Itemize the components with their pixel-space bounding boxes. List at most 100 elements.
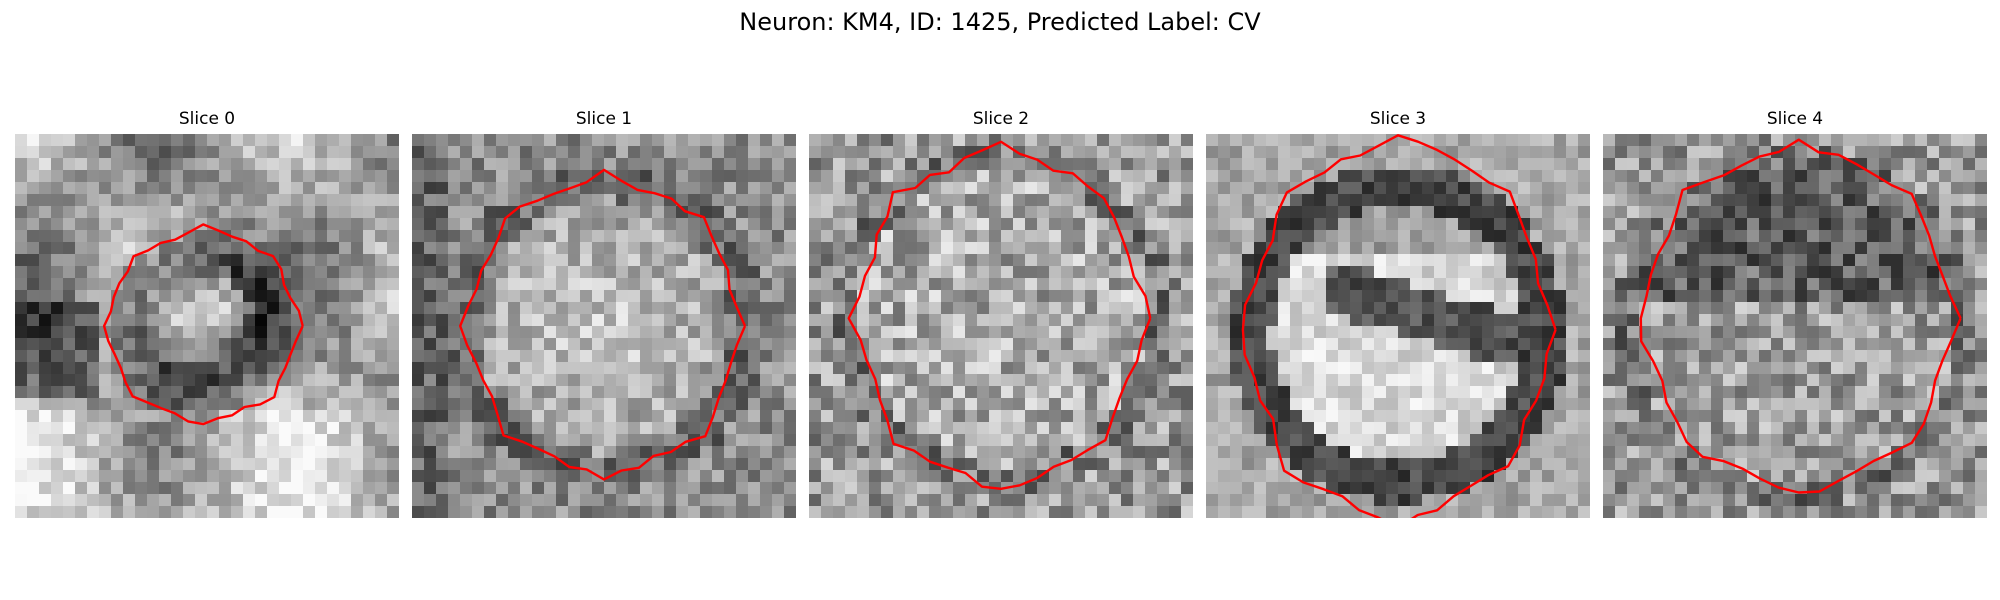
pixel-cell xyxy=(291,254,304,267)
pixel-cell xyxy=(1266,278,1279,291)
pixel-cell xyxy=(1843,338,1856,351)
pixel-cell xyxy=(1867,362,1880,375)
pixel-cell xyxy=(1061,302,1074,315)
pixel-cell xyxy=(929,218,942,231)
pixel-cell xyxy=(881,458,894,471)
pixel-cell xyxy=(1157,506,1170,518)
pixel-cell xyxy=(1783,398,1796,411)
pixel-cell xyxy=(472,242,485,255)
pixel-cell xyxy=(1314,434,1327,447)
pixel-cell xyxy=(183,278,196,291)
pixel-cell xyxy=(592,350,605,363)
pixel-cell xyxy=(941,218,954,231)
pixel-cell xyxy=(845,374,858,387)
pixel-cell xyxy=(845,482,858,495)
pixel-cell xyxy=(1206,146,1219,159)
pixel-grid-2 xyxy=(809,134,1193,518)
pixel-cell xyxy=(1951,254,1964,267)
pixel-cell xyxy=(1819,254,1832,267)
pixel-cell xyxy=(448,482,461,495)
pixel-cell xyxy=(1542,458,1555,471)
pixel-cell xyxy=(1554,158,1567,171)
pixel-cell xyxy=(1314,326,1327,339)
pixel-cell xyxy=(448,194,461,207)
pixel-cell xyxy=(1314,266,1327,279)
pixel-cell xyxy=(1097,302,1110,315)
pixel-cell xyxy=(833,470,846,483)
pixel-cell xyxy=(989,302,1002,315)
pixel-cell xyxy=(75,374,88,387)
pixel-cell xyxy=(917,374,930,387)
pixel-cell xyxy=(1049,218,1062,231)
pixel-cell xyxy=(1181,458,1193,471)
pixel-cell xyxy=(1735,146,1748,159)
pixel-cell xyxy=(676,290,689,303)
pixel-cell xyxy=(544,422,557,435)
pixel-cell xyxy=(1711,134,1724,147)
pixel-cell xyxy=(1603,266,1616,279)
pixel-cell xyxy=(1663,374,1676,387)
pixel-cell xyxy=(1242,134,1255,147)
pixel-cell xyxy=(845,134,858,147)
pixel-cell xyxy=(821,302,834,315)
pixel-cell xyxy=(568,434,581,447)
pixel-cell xyxy=(231,374,244,387)
pixel-cell xyxy=(1326,278,1339,291)
pixel-cell xyxy=(291,146,304,159)
pixel-cell xyxy=(1109,338,1122,351)
pixel-cell xyxy=(1025,386,1038,399)
pixel-cell xyxy=(1554,446,1567,459)
pixel-cell xyxy=(1458,458,1471,471)
pixel-cell xyxy=(905,362,918,375)
pixel-cell xyxy=(207,194,220,207)
pixel-cell xyxy=(1518,494,1531,507)
pixel-cell xyxy=(1230,398,1243,411)
pixel-cell xyxy=(1109,362,1122,375)
pixel-cell xyxy=(255,350,268,363)
pixel-cell xyxy=(1855,410,1868,423)
pixel-cell xyxy=(1362,254,1375,267)
pixel-cell xyxy=(1879,290,1892,303)
pixel-cell xyxy=(1206,446,1219,459)
pixel-cell xyxy=(1506,494,1519,507)
pixel-cell xyxy=(784,362,796,375)
pixel-cell xyxy=(39,482,52,495)
pixel-cell xyxy=(772,242,785,255)
pixel-cell xyxy=(833,446,846,459)
pixel-cell xyxy=(1254,326,1267,339)
pixel-cell xyxy=(917,482,930,495)
pixel-cell xyxy=(628,290,641,303)
pixel-cell xyxy=(1338,170,1351,183)
pixel-cell xyxy=(183,146,196,159)
pixel-cell xyxy=(171,494,184,507)
pixel-cell xyxy=(748,374,761,387)
pixel-cell xyxy=(712,314,725,327)
pixel-cell xyxy=(1711,362,1724,375)
pixel-cell xyxy=(75,446,88,459)
pixel-cell xyxy=(965,182,978,195)
pixel-cell xyxy=(604,410,617,423)
pixel-cell xyxy=(195,386,208,399)
pixel-cell xyxy=(748,386,761,399)
pixel-cell xyxy=(1566,434,1579,447)
pixel-cell xyxy=(857,254,870,267)
pixel-cell xyxy=(809,170,822,183)
pixel-cell xyxy=(63,386,76,399)
pixel-cell xyxy=(448,410,461,423)
pixel-cell xyxy=(1687,170,1700,183)
pixel-cell xyxy=(436,338,449,351)
pixel-cell xyxy=(1145,254,1158,267)
pixel-cell xyxy=(1458,194,1471,207)
pixel-cell xyxy=(1338,134,1351,147)
pixel-cell xyxy=(231,482,244,495)
pixel-cell xyxy=(1831,362,1844,375)
pixel-cell xyxy=(1446,290,1459,303)
pixel-cell xyxy=(568,290,581,303)
pixel-cell xyxy=(1542,206,1555,219)
pixel-cell xyxy=(412,482,425,495)
pixel-cell xyxy=(1879,374,1892,387)
pixel-cell xyxy=(1362,242,1375,255)
pixel-cell xyxy=(965,482,978,495)
pixel-cell xyxy=(1169,338,1182,351)
pixel-cell xyxy=(231,254,244,267)
